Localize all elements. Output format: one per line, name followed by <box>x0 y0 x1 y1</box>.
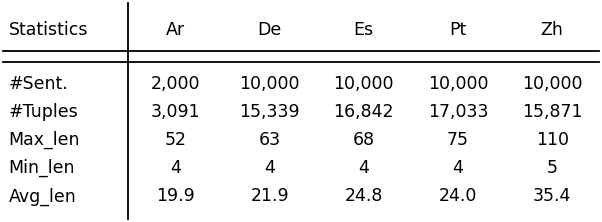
Text: 15,871: 15,871 <box>522 103 582 121</box>
Text: 3,091: 3,091 <box>150 103 200 121</box>
Text: Pt: Pt <box>449 21 467 39</box>
Text: #Sent.: #Sent. <box>9 75 69 93</box>
Text: 68: 68 <box>353 131 375 149</box>
Text: 5: 5 <box>547 159 557 177</box>
Text: 4: 4 <box>358 159 369 177</box>
Text: 16,842: 16,842 <box>334 103 394 121</box>
Text: 15,339: 15,339 <box>240 103 300 121</box>
Text: De: De <box>258 21 282 39</box>
Text: 24.8: 24.8 <box>344 188 383 206</box>
Text: 52: 52 <box>164 131 187 149</box>
Text: 19.9: 19.9 <box>156 188 195 206</box>
Text: 24.0: 24.0 <box>439 188 477 206</box>
Text: Max_len: Max_len <box>9 131 80 149</box>
Text: 110: 110 <box>536 131 569 149</box>
Text: 10,000: 10,000 <box>240 75 300 93</box>
Text: 4: 4 <box>170 159 181 177</box>
Text: 10,000: 10,000 <box>427 75 488 93</box>
Text: Min_len: Min_len <box>9 159 75 178</box>
Text: Statistics: Statistics <box>9 21 88 39</box>
Text: Es: Es <box>354 21 374 39</box>
Text: 63: 63 <box>258 131 281 149</box>
Text: 75: 75 <box>447 131 469 149</box>
Text: Ar: Ar <box>166 21 185 39</box>
Text: Avg_len: Avg_len <box>9 187 76 206</box>
Text: 10,000: 10,000 <box>334 75 394 93</box>
Text: Zh: Zh <box>541 21 563 39</box>
Text: 10,000: 10,000 <box>522 75 582 93</box>
Text: 4: 4 <box>264 159 275 177</box>
Text: #Tuples: #Tuples <box>9 103 78 121</box>
Text: 2,000: 2,000 <box>150 75 200 93</box>
Text: 35.4: 35.4 <box>533 188 571 206</box>
Text: 4: 4 <box>453 159 464 177</box>
Text: 17,033: 17,033 <box>427 103 488 121</box>
Text: 21.9: 21.9 <box>250 188 289 206</box>
